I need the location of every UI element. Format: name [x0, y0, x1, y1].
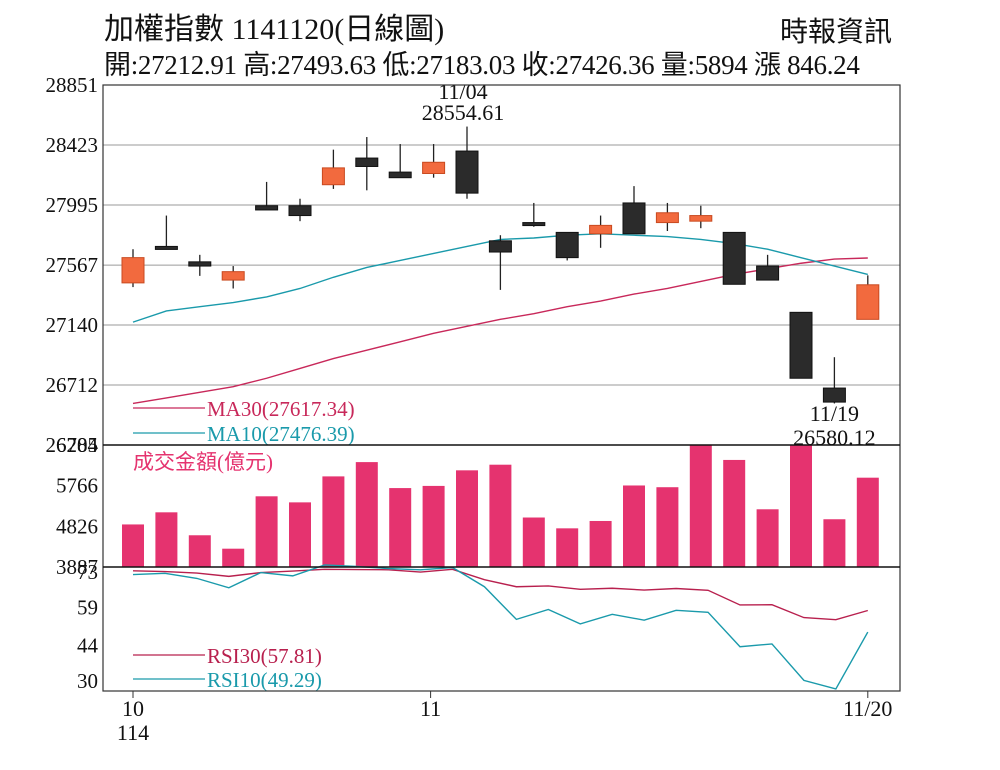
volume-bar [856, 477, 879, 567]
candle-down [355, 157, 379, 167]
volume-bar [289, 502, 311, 567]
volume-tick-label: 6705 [56, 433, 98, 457]
candle-down [622, 202, 646, 235]
candle-down [789, 311, 813, 379]
candle-up [689, 215, 713, 222]
volume-bar [188, 535, 211, 567]
candle-down [388, 171, 412, 179]
volume-bar [489, 464, 512, 567]
volume-bar [756, 509, 779, 567]
volume-bar [790, 445, 812, 567]
rsi10-legend-label: RSI10(49.29) [207, 668, 322, 692]
volume-bar [522, 517, 545, 567]
candle-down [255, 205, 279, 211]
price-tick-label: 28851 [46, 73, 99, 97]
x-tick-label: 11 [420, 696, 441, 721]
x-tick-label: 10 [122, 696, 144, 721]
price-tick-label: 26712 [46, 373, 99, 397]
volume-tick-label: 3887 [56, 555, 98, 579]
candle-down [522, 222, 546, 227]
volume-tick-label: 5766 [56, 474, 98, 498]
candle-up [321, 167, 345, 186]
ma10-legend-label: MA10(27476.39) [207, 422, 355, 446]
candle-down [188, 261, 212, 267]
chart-title: 加權指數 1141120(日線圖) [104, 13, 445, 46]
high-annotation-date: 11/04 [438, 79, 487, 104]
candle-up [589, 224, 613, 235]
low-annotation-date: 11/19 [810, 401, 859, 426]
source-label: 時報資訊 [780, 17, 893, 48]
x-tick-label: 11/20 [843, 696, 892, 721]
rsi-tick-label: 59 [77, 595, 98, 619]
candle-up [856, 284, 880, 320]
volume-bar [155, 512, 178, 567]
rsi10-line [132, 564, 869, 690]
volume-bar [623, 485, 645, 567]
price-tick-label: 27140 [46, 313, 99, 337]
candle-down [756, 265, 780, 281]
candle-down [288, 205, 312, 217]
volume-bar [222, 548, 245, 567]
candle-up [422, 161, 446, 174]
rsi-tick-label: 44 [77, 633, 99, 657]
candle-down [488, 240, 512, 253]
volume-bar [656, 487, 679, 567]
price-tick-label: 27567 [46, 253, 99, 277]
rsi30-legend-label: RSI30(57.81) [207, 644, 322, 668]
volume-bar [689, 445, 712, 567]
rsi-tick-label: 30 [77, 669, 98, 693]
volume-panel-label: 成交金額(億元) [133, 450, 273, 474]
volume-bar [389, 488, 412, 567]
volume-bar [723, 459, 746, 567]
price-tick-label: 27995 [46, 193, 99, 217]
volume-tick-label: 4826 [56, 514, 98, 538]
candle-up [221, 271, 245, 281]
price-tick-label: 26284 [46, 433, 99, 457]
rsi30-line [132, 568, 868, 621]
candle-down [822, 387, 846, 403]
candle-up [655, 212, 679, 224]
candle-down [455, 150, 479, 194]
ma30-legend-label: MA30(27617.34) [207, 397, 355, 421]
candle-up [121, 257, 145, 284]
volume-bar [823, 519, 846, 567]
x-year-label: 114 [117, 720, 149, 745]
volume-bar [589, 520, 612, 567]
volume-bar [456, 470, 478, 567]
volume-bar [322, 476, 345, 567]
candle-down [555, 231, 579, 259]
volume-bar [422, 485, 445, 567]
high-annotation-value: 28554.61 [422, 100, 505, 125]
rsi-tick-label: 73 [77, 560, 98, 584]
ohlc-summary: 開:27212.91 高:27493.63 低:27183.03 收:27426… [104, 50, 860, 80]
plot-frame [102, 84, 901, 692]
volume-bar [255, 496, 278, 567]
candle-down [722, 231, 746, 285]
volume-bar [355, 462, 378, 567]
volume-bar [122, 524, 144, 567]
price-tick-label: 28423 [46, 133, 99, 157]
volume-bar [556, 528, 579, 567]
candle-down [154, 245, 178, 250]
